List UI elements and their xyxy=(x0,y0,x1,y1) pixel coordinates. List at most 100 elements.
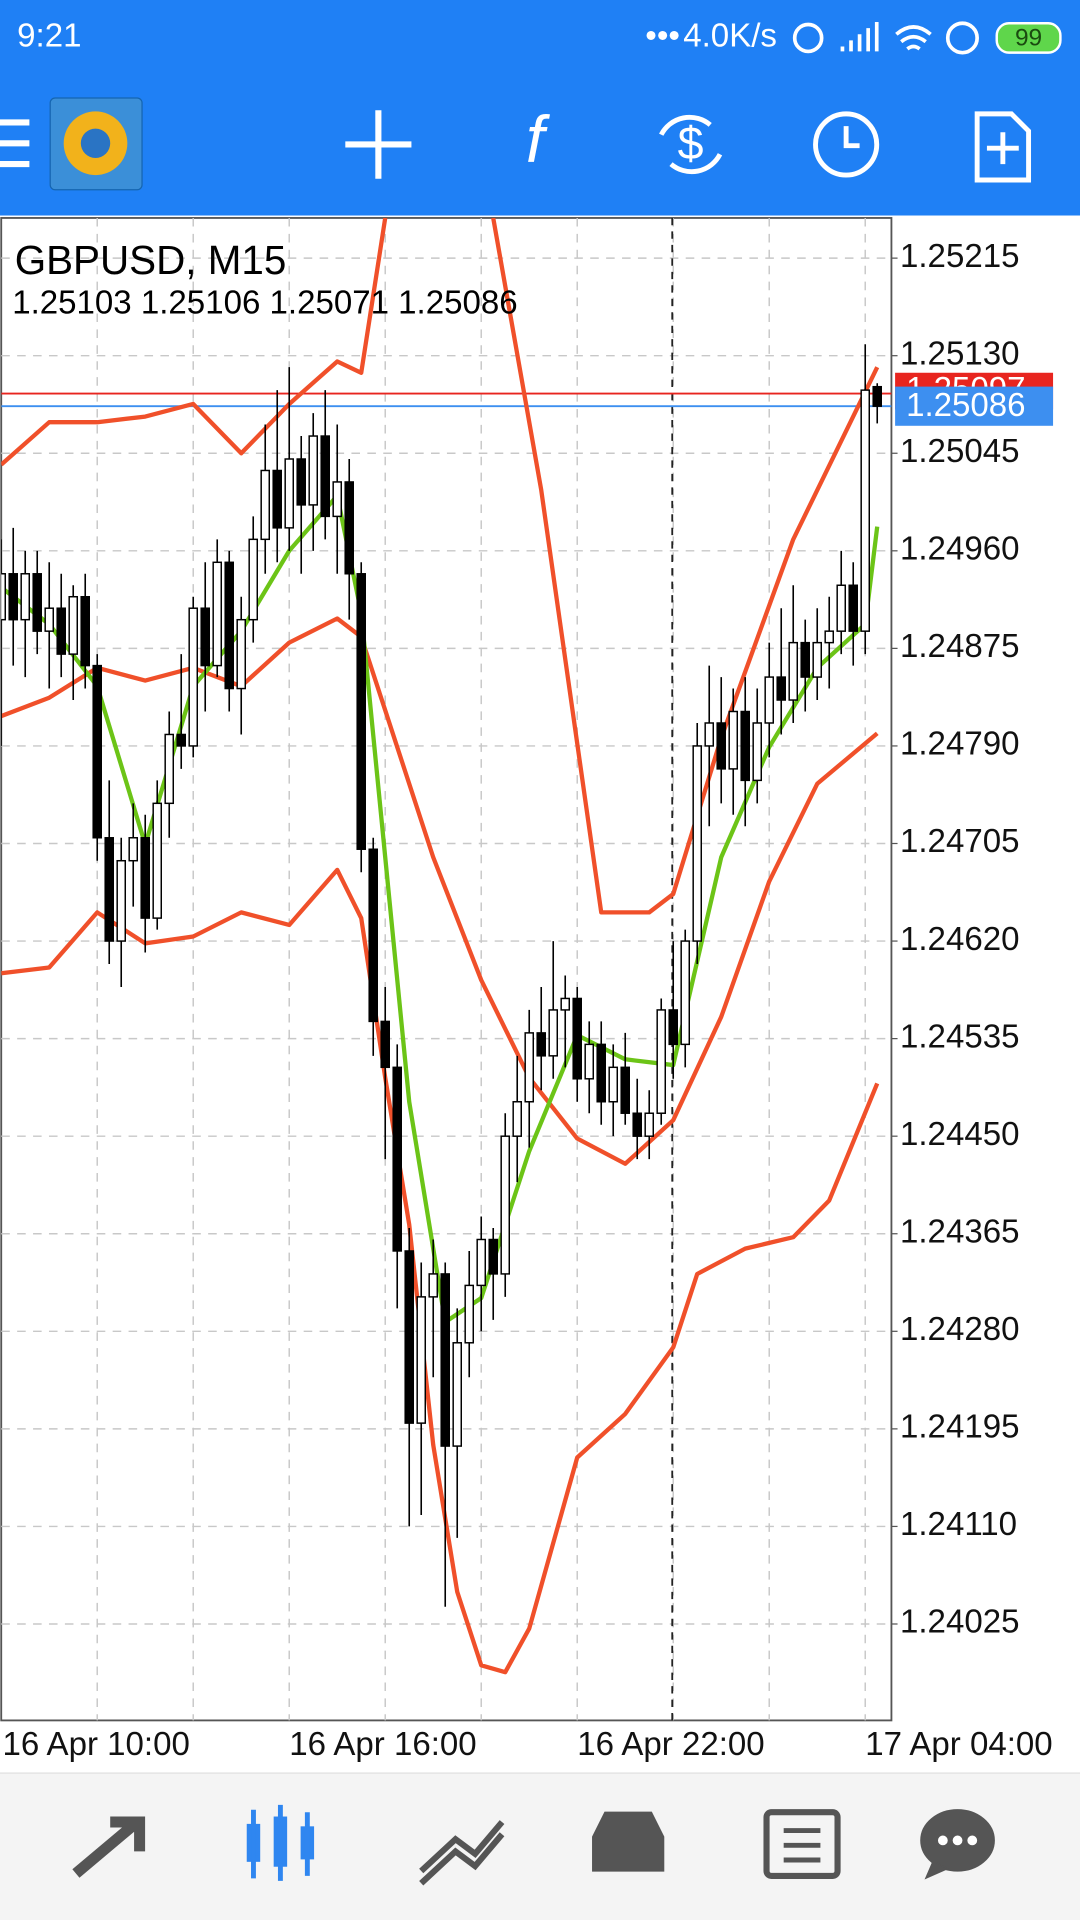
candle-body xyxy=(44,607,55,632)
y-tick-label: 1.24875 xyxy=(900,628,1019,665)
indicator-line xyxy=(1,616,879,1166)
candle-body xyxy=(20,573,30,621)
grid xyxy=(1,217,892,1721)
x-tick-label: 17 Apr 04:00 xyxy=(865,1726,1052,1763)
candle-body xyxy=(164,733,174,805)
candle-body xyxy=(104,837,115,942)
candle-body xyxy=(140,837,151,919)
candle-body xyxy=(92,664,102,839)
bid-tag xyxy=(895,386,1054,426)
candle-body xyxy=(404,1250,414,1424)
candle-body xyxy=(296,458,306,506)
candle-body xyxy=(440,1273,450,1447)
candle-body xyxy=(284,458,294,529)
app-header xyxy=(0,0,1080,216)
candle-body xyxy=(308,435,318,506)
candle-body xyxy=(500,1135,510,1275)
status-icons xyxy=(792,21,979,55)
candle-body xyxy=(788,641,798,701)
candle-body xyxy=(848,584,858,632)
status-dots: ••• xyxy=(645,18,680,55)
y-tick-label: 1.24790 xyxy=(900,726,1019,763)
candle-body xyxy=(620,1066,630,1114)
candle-body xyxy=(476,1238,487,1287)
candle-body xyxy=(752,722,762,782)
candle-body xyxy=(536,1032,547,1057)
candle-body xyxy=(632,1112,642,1137)
candle-body xyxy=(152,802,162,919)
candle-body xyxy=(740,710,750,782)
candle-body xyxy=(392,1066,403,1252)
candle-body xyxy=(428,1273,438,1298)
candle-body xyxy=(776,676,787,701)
candle-body xyxy=(68,595,78,655)
candle-body xyxy=(596,1043,607,1103)
candle-body xyxy=(188,607,198,747)
candle-body xyxy=(248,538,258,621)
candle-body xyxy=(728,710,738,770)
candle-body xyxy=(128,837,138,862)
candle-body xyxy=(704,722,715,747)
candle-body xyxy=(548,1009,558,1057)
trade-icon[interactable]: $ xyxy=(678,117,704,169)
candle-body xyxy=(680,940,690,1046)
candle-body xyxy=(488,1238,498,1275)
candle-body xyxy=(464,1284,474,1344)
candle-body xyxy=(80,595,91,667)
bid-tag-label: 1.25086 xyxy=(906,387,1025,424)
candle-body xyxy=(56,607,67,655)
candle-body xyxy=(644,1112,655,1137)
candle-body xyxy=(452,1342,463,1447)
candle-body xyxy=(344,481,354,575)
candle-body xyxy=(332,481,343,518)
chart-title: GBPUSD, M15 xyxy=(15,237,287,283)
indicator-line xyxy=(1,217,880,915)
candle-body xyxy=(560,997,570,1011)
candle-body xyxy=(572,997,583,1080)
candle-body xyxy=(32,573,43,632)
candle-body xyxy=(524,1032,534,1103)
candle-body xyxy=(716,722,727,770)
y-tick-label: 1.25045 xyxy=(900,433,1019,470)
candle-body xyxy=(260,469,271,541)
app-logo-core xyxy=(80,128,111,158)
candle-body xyxy=(584,1043,594,1080)
y-tick-label: 1.24280 xyxy=(900,1311,1019,1348)
candle-body xyxy=(656,1009,667,1114)
nav-icons[interactable] xyxy=(72,1804,995,1886)
candle-body xyxy=(236,618,246,690)
battery-level: 99 xyxy=(1015,25,1042,52)
y-tick-label: 1.24110 xyxy=(900,1506,1017,1543)
y-tick-label: 1.24450 xyxy=(900,1116,1019,1153)
y-tick-label: 1.24365 xyxy=(900,1213,1019,1250)
axes: 1.25215 1.25130 1.25045 1.24960 1.24875 1.247… xyxy=(2,238,1054,1763)
candle-body xyxy=(224,561,234,690)
candle-body xyxy=(512,1101,523,1137)
y-tick-label: 1.24535 xyxy=(900,1018,1019,1055)
status-time: 9:21 xyxy=(17,18,81,55)
plot xyxy=(1,217,892,1675)
y-tick-label: 1.24620 xyxy=(900,921,1019,958)
candle-body xyxy=(668,1009,678,1046)
candle-body xyxy=(800,641,810,678)
y-tick-label: 1.24705 xyxy=(900,823,1019,860)
x-tick-label: 16 Apr 16:00 xyxy=(289,1726,476,1763)
candle-body xyxy=(200,607,211,667)
candle-body xyxy=(764,676,775,724)
candle-body xyxy=(860,389,870,632)
battery xyxy=(995,22,1062,54)
y-tick-label: 1.24960 xyxy=(900,531,1019,568)
y-tick-label: 1.25215 xyxy=(900,238,1019,275)
x-tick-label: 16 Apr 10:00 xyxy=(2,1726,189,1763)
candle-body xyxy=(212,561,223,667)
y-tick-label: 1.25130 xyxy=(900,335,1019,372)
candle-body xyxy=(272,469,283,529)
candle-body xyxy=(416,1296,427,1424)
toolbar-icons[interactable] xyxy=(0,110,1032,183)
candle-body xyxy=(356,573,367,850)
candle-body xyxy=(368,848,378,1023)
chat-dots xyxy=(937,1835,978,1846)
candle-body xyxy=(836,584,847,632)
